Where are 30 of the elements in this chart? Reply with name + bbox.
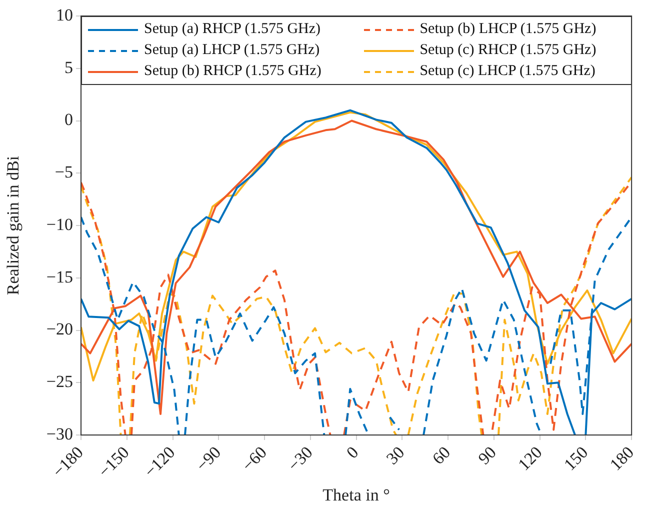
x-tick-label: −60 — [238, 442, 271, 476]
x-tick-label: 0 — [342, 442, 362, 462]
x-tick-label: 180 — [606, 442, 638, 474]
y-tick-label: −15 — [46, 267, 73, 286]
legend-label: Setup (c) RHCP (1.575 GHz) — [420, 41, 596, 60]
y-tick-label: −20 — [46, 320, 73, 339]
x-tick-label: 150 — [560, 442, 592, 474]
x-tick-label: 90 — [474, 442, 500, 468]
y-axis-title: Realized gain in dBi — [4, 156, 23, 296]
y-tick-label: 10 — [56, 5, 73, 24]
y-tick-label: 0 — [64, 110, 73, 130]
y-tick-label: −10 — [46, 214, 73, 234]
y-tick-label: −25 — [46, 372, 73, 392]
y-tick-label: 5 — [64, 58, 73, 77]
x-tick-label: −90 — [192, 442, 225, 476]
legend-label: Setup (a) LHCP (1.575 GHz) — [144, 41, 320, 60]
y-tick-label: −5 — [54, 162, 73, 182]
legend-label: Setup (b) LHCP (1.575 GHz) — [420, 20, 596, 39]
x-tick-label: 120 — [514, 442, 546, 474]
legend-label: Setup (c) LHCP (1.575 GHz) — [420, 62, 596, 81]
x-tick-label: −180 — [48, 442, 87, 482]
x-tick-label: 60 — [428, 442, 454, 468]
x-tick-label: −150 — [94, 442, 133, 482]
x-axis-title: Theta in ° — [322, 485, 390, 504]
x-tick-label: −30 — [284, 442, 316, 476]
legend-label: Setup (a) RHCP (1.575 GHz) — [144, 20, 321, 39]
legend-label: Setup (b) RHCP (1.575 GHz) — [144, 62, 322, 81]
y-tick-label: −30 — [46, 424, 73, 444]
x-tick-label: −120 — [140, 442, 179, 482]
x-tick-label: 30 — [382, 442, 408, 468]
